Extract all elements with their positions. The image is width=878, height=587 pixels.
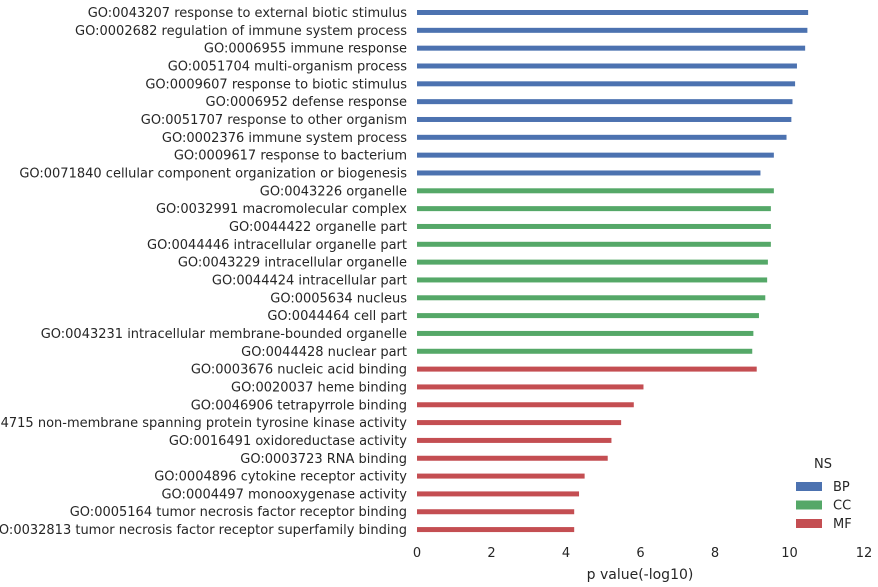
x-tick-label: 0 xyxy=(413,546,421,561)
bar-23 xyxy=(417,402,634,408)
category-label: GO:0046906 tetrapyrrole binding xyxy=(191,398,407,413)
bar-15 xyxy=(417,259,768,265)
category-label: GO:0016491 oxidoreductase activity xyxy=(169,434,407,449)
bar-20 xyxy=(417,348,753,354)
category-label: GO:0006952 defense response xyxy=(206,95,408,110)
bar-8 xyxy=(417,134,787,140)
category-label: GO:0051707 response to other organism xyxy=(141,113,407,128)
bar-24 xyxy=(417,420,622,426)
bar-3 xyxy=(417,45,806,51)
bar-29 xyxy=(417,509,575,515)
category-label: GO:0044428 nuclear part xyxy=(241,345,407,360)
bar-16 xyxy=(417,277,768,283)
category-label: GO:0004497 monooxygenase activity xyxy=(161,487,407,502)
category-label: GO:0003676 nucleic acid binding xyxy=(191,363,407,378)
bar-12 xyxy=(417,206,771,212)
category-label: GO:0043226 organelle xyxy=(260,184,407,199)
legend-entries: BP CC MF xyxy=(796,480,852,532)
bar-28 xyxy=(417,491,580,497)
bar-14 xyxy=(417,241,771,247)
category-label: GO:0009607 response to biotic stimulus xyxy=(145,77,407,92)
category-label: GO:0051704 multi-organism process xyxy=(168,59,408,74)
bar-18 xyxy=(417,313,759,319)
bars-group xyxy=(417,10,809,533)
bar-10 xyxy=(417,170,761,176)
category-label: GO:0044422 organelle part xyxy=(229,220,407,235)
legend-label-bp: BP xyxy=(833,480,850,495)
legend-label-mf: MF xyxy=(833,517,852,532)
category-label: GO:0004715 non-membrane spanning protein… xyxy=(0,416,407,431)
bar-9 xyxy=(417,152,774,158)
legend-swatch-cc xyxy=(796,500,822,510)
category-label: GO:0005634 nucleus xyxy=(270,291,407,306)
category-label: GO:0044424 intracellular part xyxy=(212,273,407,288)
bar-5 xyxy=(417,81,796,87)
x-tick-label: 10 xyxy=(781,546,798,561)
legend-swatch-bp xyxy=(796,482,822,491)
bar-19 xyxy=(417,330,754,336)
category-label: GO:0009617 response to bacterium xyxy=(174,149,407,164)
legend-swatch-mf xyxy=(796,519,822,528)
category-labels: GO:0043207 response to external biotic s… xyxy=(0,6,407,538)
category-label: GO:0002682 regulation of immune system p… xyxy=(75,24,407,39)
bar-26 xyxy=(417,455,608,461)
bar-4 xyxy=(417,63,797,69)
bar-1 xyxy=(417,10,809,15)
x-tick-label: 12 xyxy=(856,546,873,561)
bar-21 xyxy=(417,366,757,372)
bar-17 xyxy=(417,295,766,301)
x-tick-label: 4 xyxy=(562,546,570,561)
legend: NS BP CC MF xyxy=(796,457,852,532)
bar-7 xyxy=(417,116,792,122)
bar-25 xyxy=(417,437,612,443)
bar-27 xyxy=(417,473,585,479)
x-tick-label: 2 xyxy=(487,546,495,561)
category-label: GO:0032991 macromolecular complex xyxy=(156,202,407,217)
category-label: GO:0020037 heme binding xyxy=(231,380,407,395)
bar-11 xyxy=(417,188,774,194)
category-label: GO:0002376 immune system process xyxy=(162,131,407,146)
bar-22 xyxy=(417,384,644,390)
category-label: GO:0044464 cell part xyxy=(267,309,407,324)
category-label: GO:0032813 tumor necrosis factor recepto… xyxy=(0,523,407,538)
x-axis-label: p value(-log10) xyxy=(587,567,694,583)
category-label: GO:0005164 tumor necrosis factor recepto… xyxy=(70,505,407,520)
legend-label-cc: CC xyxy=(833,499,851,514)
x-tick-label: 8 xyxy=(711,546,719,561)
category-label: GO:0043229 intracellular organelle xyxy=(178,256,407,271)
bar-2 xyxy=(417,27,808,33)
category-label: GO:0003723 RNA binding xyxy=(240,452,407,467)
category-label: GO:0044446 intracellular organelle part xyxy=(147,238,407,253)
category-label: GO:0006955 immune response xyxy=(204,42,407,57)
bar-6 xyxy=(417,99,793,105)
x-tick-labels: 0 2 4 6 8 10 12 xyxy=(413,546,872,561)
x-tick-label: 6 xyxy=(636,546,644,561)
bar-30 xyxy=(417,527,575,533)
bar-13 xyxy=(417,223,771,229)
category-label: GO:0043231 intracellular membrane-bounde… xyxy=(41,327,407,342)
category-label: GO:0004896 cytokine receptor activity xyxy=(154,470,407,485)
category-label: GO:0043207 response to external biotic s… xyxy=(88,6,408,21)
category-label: GO:0071840 cellular component organizati… xyxy=(19,166,407,181)
legend-title: NS xyxy=(814,457,832,472)
